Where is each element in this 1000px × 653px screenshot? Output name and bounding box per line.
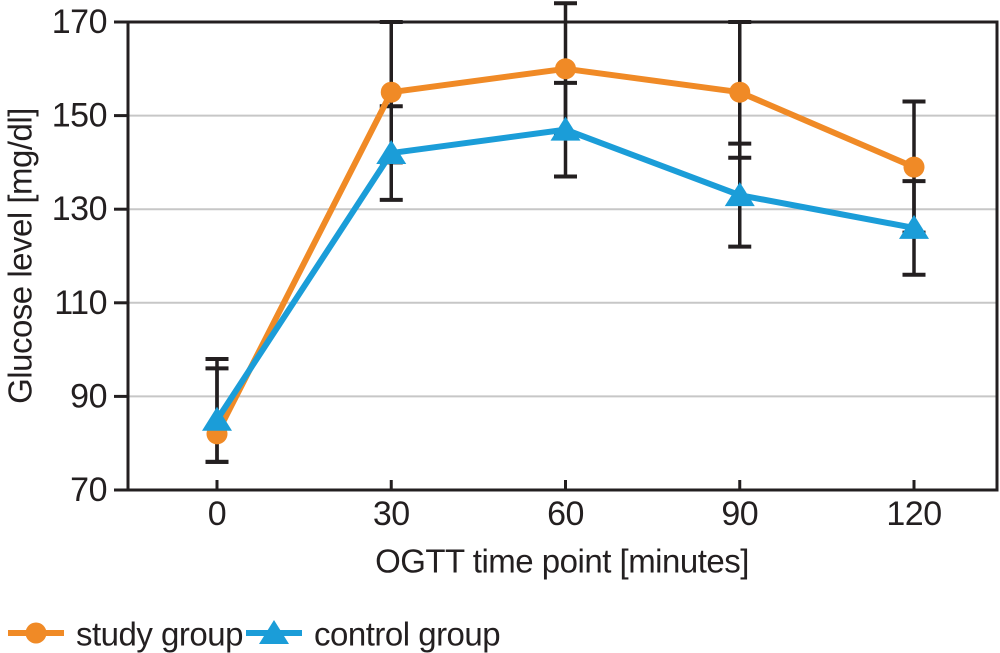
x-tick-label-90: 90 — [721, 495, 758, 533]
y-tick-label-110: 110 — [54, 284, 107, 322]
series-markers — [202, 58, 929, 445]
x-tick-label-60: 60 — [547, 495, 584, 533]
gridlines — [128, 114, 997, 398]
x-tick-label-120: 120 — [886, 495, 941, 533]
marker-triangle-control-group-30 — [376, 140, 407, 165]
legend-label-study-group: study group — [76, 616, 243, 653]
y-tick-label-170: 170 — [52, 3, 107, 41]
legend-entry-control-group: control group — [246, 616, 501, 653]
y-tick-label-90: 90 — [70, 377, 107, 415]
y-axis-title: Glucose level [mg/dl] — [2, 108, 39, 404]
marker-circle-study-group-30 — [380, 81, 402, 103]
tick-labels: 70 90 110 130 150 170 0 30 60 90 120 — [52, 3, 942, 533]
y-tick-label-70: 70 — [70, 471, 107, 509]
marker-triangle-control-group-120 — [899, 214, 929, 239]
legend-circle-icon — [25, 622, 47, 644]
y-tick-label-150: 150 — [52, 97, 107, 135]
axis-ticks — [114, 20, 916, 492]
marker-triangle-control-group-60 — [550, 116, 581, 141]
x-tick-label-0: 0 — [208, 495, 226, 533]
marker-circle-study-group-120 — [903, 156, 925, 178]
marker-circle-study-group-60 — [555, 58, 576, 80]
legend-label-control-group: control group — [314, 616, 500, 653]
legend-entry-study-group: study group — [8, 616, 243, 653]
x-tick-label-30: 30 — [373, 495, 410, 533]
y-tick-label-130: 130 — [52, 190, 107, 228]
marker-circle-study-group-90 — [729, 81, 751, 103]
x-axis-title: OGTT time point [minutes] — [375, 543, 749, 580]
legend: study group control group — [8, 616, 501, 653]
legend-triangle-icon — [259, 620, 289, 644]
marker-triangle-control-group-90 — [724, 182, 755, 207]
plot-border — [126, 20, 999, 492]
marker-triangle-control-group-0 — [202, 406, 232, 431]
